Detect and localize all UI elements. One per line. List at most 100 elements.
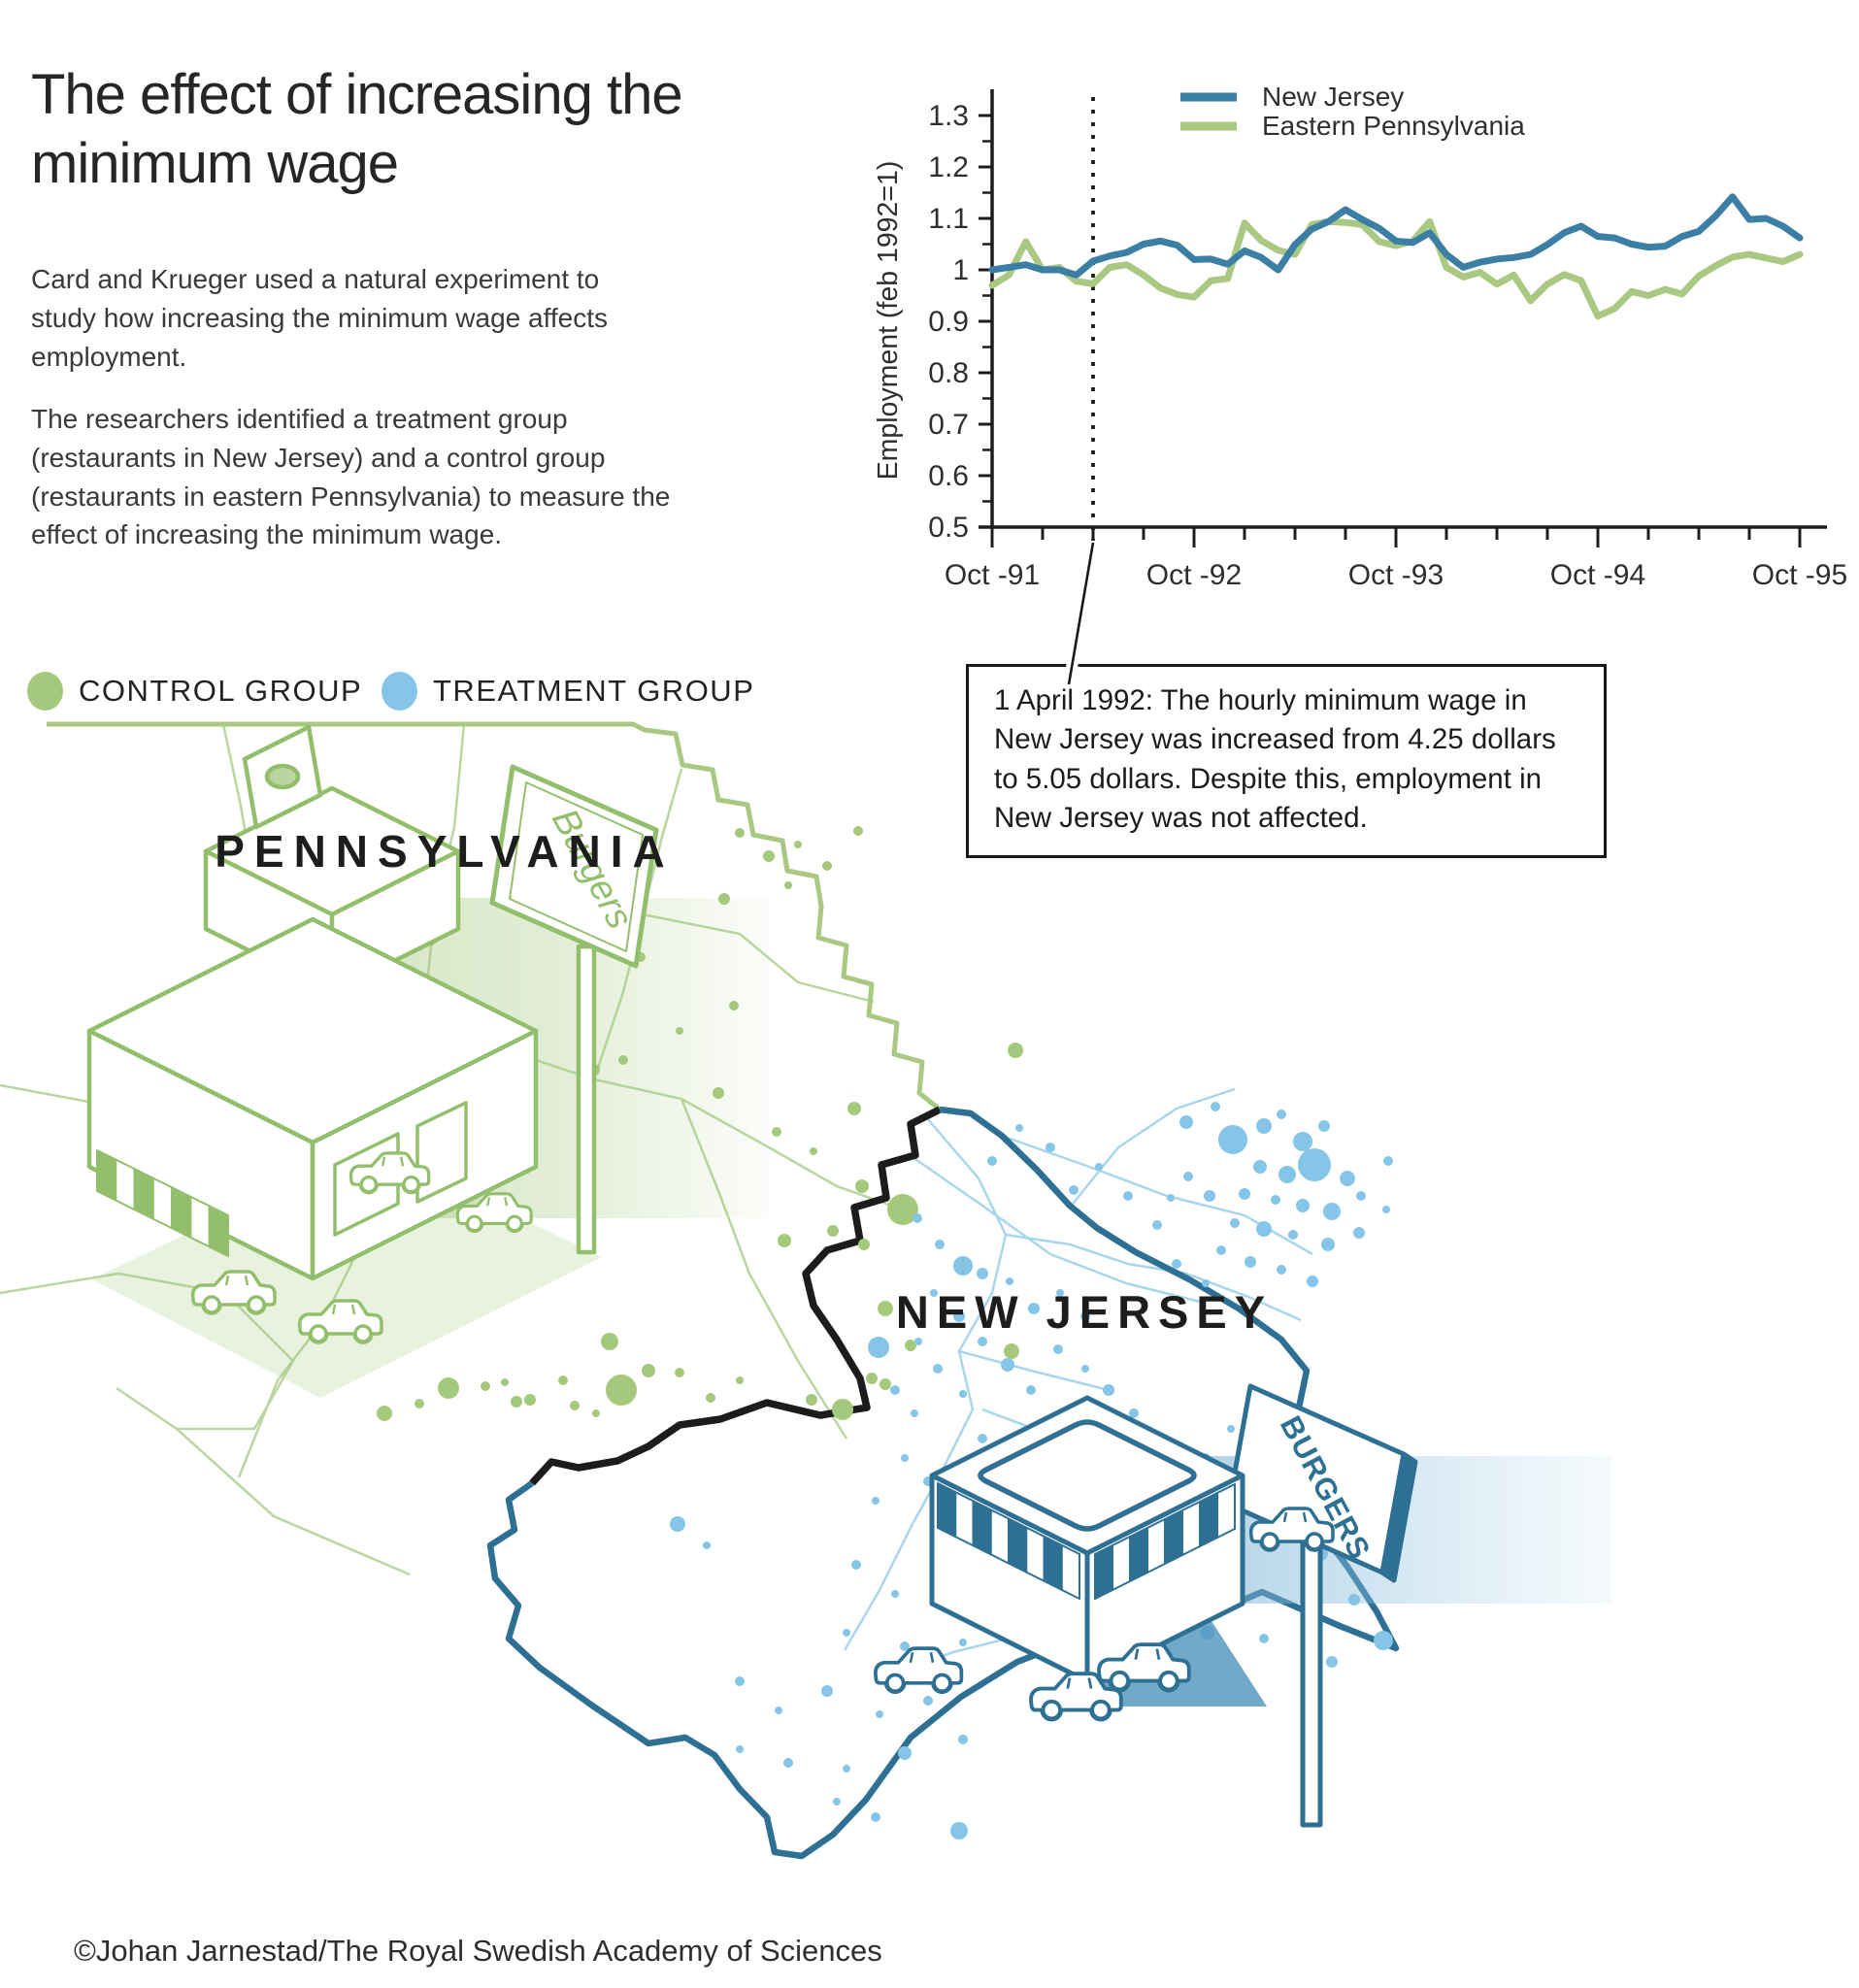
control-restaurant-dot	[438, 1377, 459, 1399]
treatment-restaurant-dot	[1095, 1163, 1103, 1171]
pa-sign-board-inner	[509, 781, 644, 952]
treatment-restaurant-dot	[953, 1310, 965, 1322]
treatment-restaurant-dot	[1256, 1118, 1272, 1134]
awning-stripe	[208, 1205, 229, 1257]
treatment-restaurant-dot	[1123, 1191, 1133, 1201]
treatment-restaurant-dot	[911, 1409, 918, 1417]
treatment-restaurant-dot	[1271, 1195, 1280, 1205]
treatment-restaurant-dot	[703, 1541, 711, 1549]
pennsylvania-label: PENNSYLVANIA	[215, 826, 675, 877]
pa-sign-pole	[576, 944, 597, 1255]
treatment-restaurant-dot	[1230, 1218, 1240, 1228]
control-restaurant-dot	[570, 1401, 580, 1410]
awning-stripe	[1164, 1509, 1183, 1565]
treatment-restaurant-dot	[1211, 1102, 1220, 1111]
control-restaurant-dot	[855, 1179, 869, 1193]
control-restaurant-dot	[763, 850, 775, 862]
treatment-restaurant-dot	[1081, 1365, 1089, 1373]
treatment-restaurant-dot	[736, 1745, 744, 1753]
legend-control-group: CONTROL GROUP	[27, 672, 362, 711]
treatment-restaurant-dot	[1296, 1199, 1310, 1212]
treatment-restaurant-dot	[1256, 1221, 1272, 1237]
treatment-restaurant-dot	[1053, 1344, 1063, 1354]
treatment-restaurant-dot	[900, 1641, 910, 1651]
treatment-restaurant-dot	[950, 1822, 968, 1839]
treatment-restaurant-dot	[1353, 1227, 1365, 1239]
treatment-restaurant-dot	[872, 1497, 880, 1505]
pa-sign-board	[489, 764, 659, 969]
control-restaurant-dot	[866, 1373, 878, 1384]
treatment-restaurant-dot	[1326, 1656, 1338, 1668]
control-restaurant-dot	[481, 1381, 490, 1391]
control-restaurant-dot	[642, 1364, 655, 1377]
treatment-restaurant-dot	[891, 1590, 899, 1598]
treatment-restaurant-dot	[1216, 1245, 1226, 1255]
treatment-restaurant-dot	[1006, 1277, 1013, 1285]
control-restaurant-dot	[601, 1333, 618, 1350]
control-restaurant-dot	[847, 1102, 861, 1115]
treatment-restaurant-dot	[914, 1338, 922, 1345]
treatment-restaurant-dot	[1056, 1289, 1064, 1297]
x-tick-label: Oct -93	[1348, 559, 1444, 591]
awning-stripe	[96, 1149, 117, 1202]
treatment-restaurant-dot	[1152, 1220, 1162, 1230]
control-restaurant-dot	[1008, 1043, 1023, 1058]
awning-stripe	[189, 1195, 211, 1248]
y-tick-label: 1.1	[928, 203, 969, 235]
control-restaurant-dot	[706, 1393, 715, 1403]
control-restaurant-dot	[858, 1239, 870, 1250]
treatment-restaurant-dot	[1288, 1230, 1298, 1240]
awning-stripe	[1025, 1526, 1046, 1582]
treatment-restaurant-dot	[868, 1337, 889, 1358]
y-tick-label: 0.6	[928, 460, 969, 492]
treatment-restaurant-dot	[1227, 1425, 1235, 1433]
control-restaurant-dot	[880, 1378, 891, 1390]
treatment-restaurant-dot	[898, 1746, 912, 1760]
control-restaurant-dot	[501, 1378, 509, 1386]
treatment-restaurant-dot	[876, 1710, 883, 1718]
control-restaurant-dot	[675, 1368, 684, 1377]
treatment-restaurant-dot	[670, 1516, 685, 1532]
x-tick-label: Oct -91	[945, 559, 1040, 591]
treatment-restaurant-dot	[775, 1706, 782, 1714]
legend-treatment-group: TREATMENT GROUP	[382, 672, 754, 711]
treatment-restaurant-dot	[1046, 1143, 1055, 1152]
pa-awning	[96, 1149, 229, 1257]
new-jersey-label: NEW JERSEY	[896, 1286, 1273, 1338]
treatment-restaurant-dot	[913, 1213, 922, 1223]
treatment-restaurant-dot	[1383, 1156, 1393, 1166]
nj-restaurant-illustration: BURGERS	[929, 1383, 1418, 1828]
control-restaurant-dot	[822, 861, 832, 871]
control-restaurant-dot	[784, 881, 792, 889]
awning-stripe	[972, 1500, 992, 1556]
treatment-restaurant-dot	[1202, 1279, 1210, 1287]
legend-label: New Jersey	[1262, 82, 1404, 112]
treatment-restaurant-dot	[1307, 1276, 1318, 1287]
series-line-new-jersey	[988, 193, 1804, 279]
control-restaurant-dot	[878, 1301, 893, 1316]
control-restaurant-dot	[778, 1234, 791, 1247]
awning-stripe	[937, 1482, 957, 1539]
treatment-restaurant-dot	[1340, 1171, 1355, 1186]
awning-stripe	[115, 1158, 136, 1211]
y-tick-label: 1.2	[928, 151, 969, 183]
treatment-restaurant-dot	[953, 1256, 973, 1276]
event-annotation-box: 1 April 1992: The hourly minimum wage in…	[966, 664, 1607, 858]
treatment-restaurant-dot	[901, 1454, 909, 1462]
treatment-restaurant-dot	[1382, 1206, 1390, 1213]
control-restaurant-dot	[853, 826, 863, 836]
treatment-restaurant-dot	[1245, 1256, 1256, 1268]
page-title: The effect of increasing the minimum wag…	[31, 62, 683, 195]
pa-restaurant-illustration: Burgers	[86, 724, 659, 1281]
pa-nj-state-line	[529, 1106, 942, 1486]
treatment-restaurant-dot	[871, 1812, 880, 1822]
treatment-restaurant-dot	[1103, 1384, 1114, 1396]
treatment-restaurant-dot	[1374, 1631, 1393, 1650]
treatment-restaurant-dot	[1318, 1120, 1330, 1132]
treatment-restaurant-dot	[735, 1676, 745, 1686]
y-tick-label: 0.5	[928, 512, 969, 544]
treatment-restaurant-dot	[978, 1434, 987, 1443]
treatment-restaurant-dot	[987, 1156, 997, 1166]
nj-roof-sign	[978, 1419, 1197, 1532]
employment-chart: Employment (feb 1992=1) 0.5 0.6 0.7 0.8 0.9 1…	[873, 82, 1847, 686]
